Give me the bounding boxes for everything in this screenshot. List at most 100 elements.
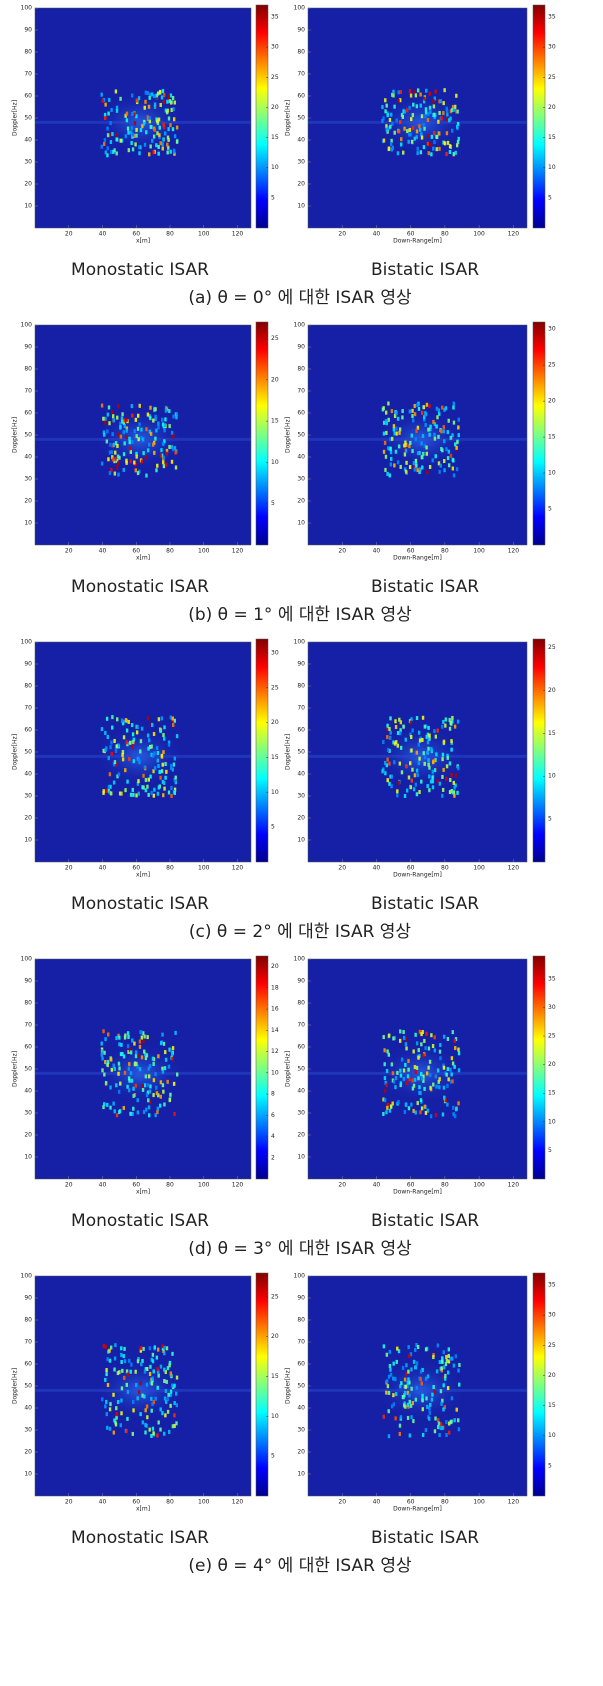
image-pixel: [136, 426, 140, 431]
image-pixel: [396, 731, 400, 736]
image-pixel: [101, 1049, 104, 1054]
image-pixel: [154, 416, 157, 421]
image-pixel: [131, 111, 134, 116]
image-pixel: [170, 793, 173, 798]
image-pixel: [411, 728, 414, 733]
image-pixel: [123, 1070, 127, 1075]
image-pixel: [115, 1083, 118, 1088]
image-pixel: [433, 115, 436, 120]
image-pixel: [131, 132, 135, 137]
image-pixel: [388, 781, 391, 786]
image-pixel: [136, 1064, 139, 1069]
image-pixel: [120, 1360, 123, 1365]
colorbar-tick-label: 16: [271, 1006, 279, 1013]
image-pixel: [163, 428, 166, 433]
image-pixel: [152, 1062, 155, 1067]
image-pixel: [436, 1418, 440, 1423]
image-pixel: [111, 715, 114, 720]
image-pixel: [383, 1076, 387, 1081]
image-pixel: [382, 1035, 385, 1040]
image-pixel: [384, 98, 387, 103]
image-pixel: [104, 1060, 107, 1065]
image-pixel: [162, 1431, 166, 1436]
image-pixel: [392, 740, 395, 745]
image-pixel: [428, 91, 432, 96]
image-pixel: [167, 740, 171, 745]
image-pixel: [146, 90, 149, 95]
image-pixel: [422, 751, 425, 756]
image-pixel: [149, 1084, 152, 1089]
image-pixel: [141, 1393, 144, 1398]
colorbar-tick-label: 30: [271, 44, 279, 51]
image-pixel: [433, 96, 437, 101]
image-pixel: [174, 1030, 177, 1035]
image-pixel: [435, 1084, 438, 1089]
image-pixel: [115, 1412, 119, 1417]
image-pixel: [164, 762, 167, 767]
image-pixel: [431, 1392, 434, 1397]
image-pixel: [124, 788, 127, 793]
image-pixel: [162, 1089, 165, 1094]
image-pixel: [402, 1395, 405, 1400]
image-pixel: [154, 1396, 157, 1401]
image-pixel: [162, 780, 166, 785]
image-pixel: [113, 1367, 116, 1372]
image-pixel: [428, 1410, 431, 1415]
image-pixel: [393, 431, 396, 436]
image-pixel: [388, 1108, 392, 1113]
image-pixel: [111, 725, 114, 730]
image-pixel: [123, 441, 126, 446]
image-pixel: [139, 1381, 142, 1386]
y-tick-label: 80: [24, 366, 32, 373]
image-pixel: [108, 97, 111, 102]
image-pixel: [435, 147, 438, 152]
image-pixel: [439, 1056, 442, 1061]
image-pixel: [164, 1050, 167, 1055]
image-pixel: [457, 136, 460, 141]
image-pixel: [161, 779, 165, 784]
image-pixel: [131, 1038, 134, 1043]
image-pixel: [167, 127, 170, 132]
image-pixel: [155, 93, 159, 98]
image-pixel: [389, 446, 392, 451]
image-pixel: [417, 1048, 420, 1053]
image-pixel: [427, 427, 430, 432]
image-pixel: [398, 1038, 402, 1043]
image-pixel: [432, 146, 435, 151]
image-pixel: [405, 1081, 409, 1086]
image-pixel: [140, 1055, 144, 1060]
colorbar-tick-label: 15: [548, 1402, 556, 1409]
image-pixel: [145, 1404, 149, 1409]
image-pixel: [159, 1041, 163, 1046]
image-pixel: [112, 1101, 115, 1106]
image-pixel: [124, 718, 128, 723]
image-pixel: [161, 1346, 165, 1351]
image-pixel: [442, 140, 445, 145]
image-pixel: [420, 1381, 423, 1386]
image-pixel: [116, 454, 120, 459]
image-pixel: [130, 130, 133, 135]
image-pixel: [421, 715, 425, 720]
image-pixel: [172, 1081, 176, 1086]
image-pixel: [441, 1112, 445, 1117]
image-pixel: [106, 429, 109, 434]
image-pixel: [145, 1382, 149, 1387]
colorbar-tick-label: 5: [271, 194, 275, 201]
image-pixel: [120, 1398, 123, 1403]
image-pixel: [441, 405, 444, 410]
image-pixel: [163, 1102, 166, 1107]
colorbar-tick-label: 5: [271, 1453, 275, 1460]
image-pixel: [382, 1111, 385, 1116]
image-pixel: [141, 785, 144, 790]
image-pixel: [449, 1079, 453, 1084]
image-pixel: [167, 137, 170, 142]
y-tick-label: 80: [297, 1317, 305, 1324]
image-pixel: [107, 405, 111, 410]
image-pixel: [165, 1346, 169, 1351]
image-pixel: [122, 1354, 125, 1359]
image-pixel: [441, 774, 444, 779]
image-pixel: [444, 723, 447, 728]
y-tick-label: 50: [297, 1066, 305, 1073]
image-pixel: [159, 1427, 162, 1432]
image-pixel: [451, 719, 454, 724]
